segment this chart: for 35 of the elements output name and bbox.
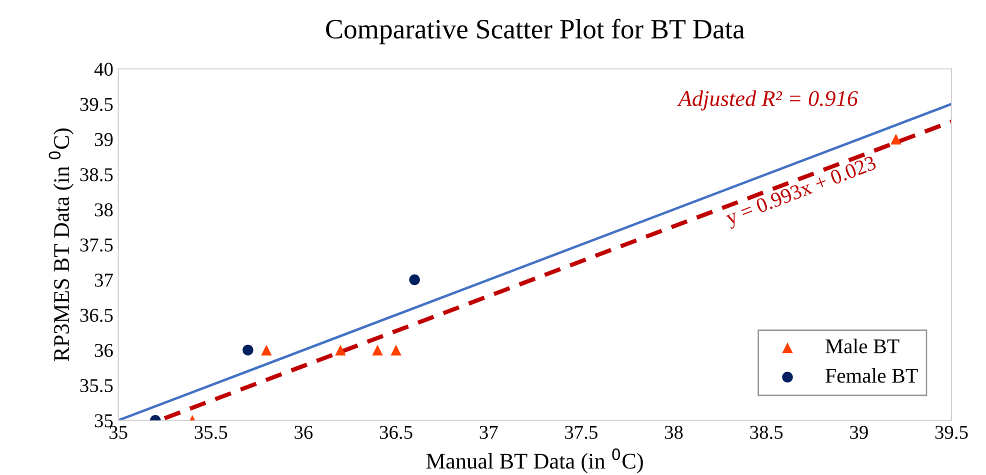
y-tick-label: 35 — [94, 414, 113, 428]
point — [242, 344, 254, 356]
annotation: Adjusted R² = 0.916 — [677, 90, 858, 111]
annotation: y = 0.993x + 0.023 — [724, 155, 878, 230]
point — [335, 344, 346, 356]
x-tick-label: 37.5 — [565, 426, 598, 440]
point — [261, 344, 272, 356]
x-tick-label: 35.5 — [194, 426, 228, 440]
point — [409, 274, 420, 286]
legend-label: Female BT — [826, 368, 918, 383]
y-tick-label: 38.5 — [80, 168, 113, 182]
y-tick-label: 36.5 — [80, 308, 113, 322]
y-tick-label: 37.5 — [80, 238, 113, 252]
chart-title: Comparative Scatter Plot for BT Data — [326, 18, 744, 44]
y-tick-label: 40 — [94, 62, 113, 76]
y-axis-title: RP3MES BT Data (in $^{0}$C) — [48, 128, 74, 362]
x-axis-title: Manual BT Data (in $^{0}$C) — [426, 448, 643, 474]
y-tick-label: 39.5 — [80, 98, 113, 112]
x-tick-label: 36 — [294, 426, 313, 439]
x-tick-label: 36.5 — [380, 426, 412, 440]
x-tick-label: 39 — [850, 426, 868, 439]
x-tick-label: 35 — [110, 426, 128, 439]
x-tick-label: 38 — [664, 426, 683, 439]
y-tick-label: 36 — [94, 344, 113, 358]
point — [372, 344, 383, 356]
point — [390, 344, 402, 356]
x-tick-label: 38.5 — [750, 426, 783, 440]
x-tick-label: 39.5 — [935, 426, 968, 440]
y-tick-label: 38 — [94, 203, 113, 216]
y-tick-label: 37 — [94, 274, 113, 287]
point — [890, 134, 902, 145]
y-tick-label: 39 — [94, 133, 113, 146]
x-tick-label: 37 — [480, 426, 498, 439]
legend-label: Male BT — [826, 338, 900, 354]
y-tick-label: 35.5 — [80, 379, 113, 392]
